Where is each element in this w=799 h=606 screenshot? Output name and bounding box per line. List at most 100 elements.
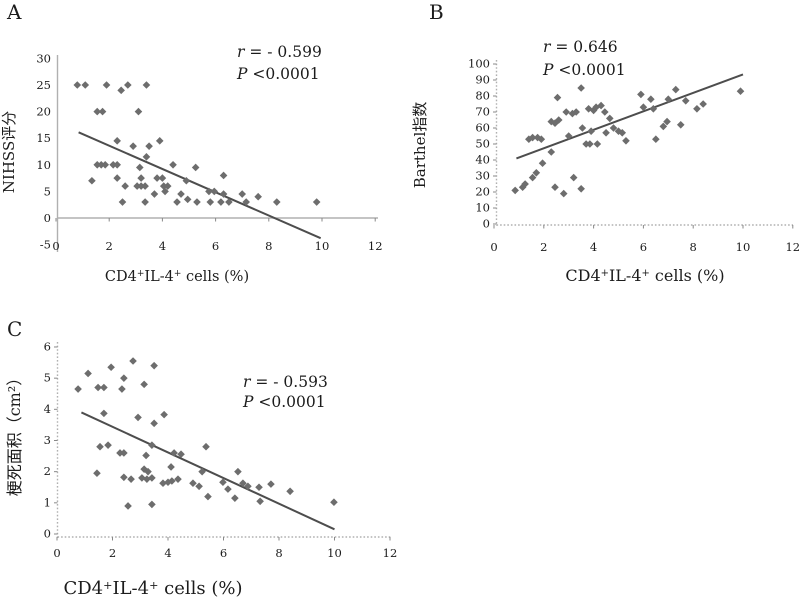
data-point [592, 103, 600, 111]
data-point [242, 198, 250, 206]
data-point [286, 487, 294, 496]
x-tick-label: 12 [383, 546, 398, 560]
data-point [699, 100, 707, 108]
data-point [511, 186, 519, 195]
data-point [231, 494, 239, 502]
y-tick-label: 90 [475, 73, 490, 87]
correlation-r-annotation: r = 0.646 [543, 38, 618, 56]
p-value-annotation: P <0.0001 [542, 61, 626, 79]
x-tick-label: 10 [736, 240, 751, 254]
data-point [189, 479, 197, 487]
data-point [144, 467, 152, 476]
data-point [671, 85, 680, 94]
y-tick-label: 0 [483, 217, 490, 231]
data-point [736, 87, 745, 95]
data-point [159, 479, 167, 487]
data-point [622, 137, 630, 145]
panel-label-c: C [7, 317, 24, 341]
data-point [198, 467, 206, 476]
data-point [117, 86, 125, 95]
data-point [234, 467, 242, 476]
data-point [142, 81, 151, 89]
data-point [639, 103, 648, 111]
data-point [578, 124, 587, 132]
data-point [142, 153, 151, 161]
data-point [528, 173, 537, 182]
data-point [587, 127, 595, 135]
x-tick-label: 2 [106, 239, 113, 253]
x-axis-title: CD4+IL-4+ cells (%) [63, 578, 242, 599]
y-tick-label: 50 [475, 137, 490, 151]
data-point [81, 81, 90, 89]
y-tick-label: 80 [475, 89, 490, 103]
data-point [153, 174, 161, 182]
x-tick-label: 6 [640, 240, 647, 254]
y-tick-label: 0 [44, 527, 51, 541]
p-value-annotation: P <0.0001 [242, 393, 326, 411]
data-point [182, 176, 191, 185]
data-point [167, 463, 175, 471]
y-tick-label: 70 [475, 105, 490, 119]
data-point [109, 161, 117, 169]
data-point [161, 187, 169, 196]
data-point [129, 357, 137, 365]
data-point [174, 475, 182, 483]
data-point [98, 107, 107, 116]
data-point [94, 383, 102, 392]
x-tick-label: 12 [368, 239, 383, 253]
data-point [127, 475, 135, 483]
data-point [551, 183, 559, 191]
y-tick-label: 6 [44, 339, 51, 353]
data-point [569, 173, 578, 182]
data-point [681, 97, 690, 105]
data-point [577, 185, 585, 193]
y-tick-label: 60 [475, 121, 490, 135]
y-tick-label: 10 [36, 158, 51, 172]
data-point [597, 101, 605, 110]
data-point [160, 410, 168, 419]
data-point [210, 187, 219, 196]
trend-line [516, 73, 744, 160]
data-point [572, 108, 580, 116]
correlation-r-annotation: r = - 0.593 [243, 373, 328, 391]
data-point [150, 190, 159, 198]
y-tick-label: 3 [44, 433, 51, 447]
data-point [118, 198, 127, 206]
scatter-points [511, 84, 745, 198]
data-point [148, 500, 156, 509]
data-point [100, 409, 108, 418]
data-point [224, 485, 232, 493]
data-point [141, 198, 149, 206]
data-point [113, 161, 121, 169]
data-point [74, 385, 82, 393]
data-point [609, 124, 618, 132]
data-point [267, 480, 275, 488]
data-point [107, 363, 115, 372]
y-tick-label: 2 [44, 464, 51, 478]
data-point [605, 114, 614, 123]
data-point [173, 198, 181, 206]
data-point [537, 135, 546, 143]
data-point [191, 163, 200, 172]
y-tick-label: 100 [468, 57, 490, 71]
data-point [219, 190, 228, 198]
y-tick-label: 30 [475, 169, 490, 183]
data-point [219, 171, 228, 180]
data-point [177, 450, 185, 459]
data-point [652, 135, 660, 143]
data-point [101, 161, 110, 169]
data-point [676, 121, 685, 129]
data-point [538, 159, 547, 167]
p-value-annotation: P <0.0001 [236, 65, 320, 83]
data-point [150, 361, 158, 370]
x-tick-label: 10 [327, 546, 342, 560]
data-point [206, 198, 215, 206]
data-point [134, 107, 143, 116]
data-point [204, 492, 212, 501]
data-point [217, 198, 225, 206]
y-tick-label: 20 [475, 185, 490, 199]
data-point [255, 483, 263, 492]
y-axis-title: Barthel指数 [411, 102, 429, 189]
data-point [140, 465, 148, 473]
